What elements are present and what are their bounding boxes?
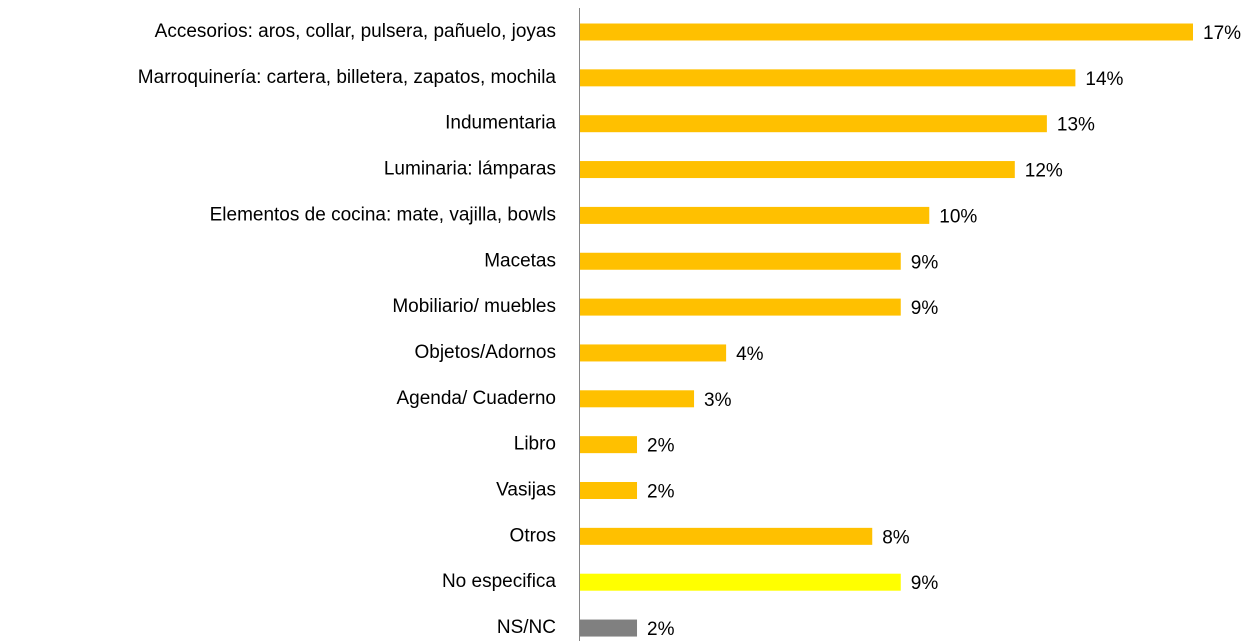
bar — [580, 252, 901, 270]
value-label: 8% — [882, 527, 910, 548]
category-label: Otros — [510, 525, 556, 546]
value-label: 2% — [647, 619, 675, 640]
value-label: 12% — [1025, 161, 1063, 182]
value-label: 13% — [1057, 115, 1095, 136]
value-label: 9% — [911, 298, 939, 319]
category-label: Luminaria: lámparas — [384, 159, 556, 180]
value-label: 2% — [647, 436, 675, 457]
bar — [580, 573, 901, 591]
bar — [580, 527, 873, 545]
bar — [580, 298, 901, 316]
bar — [580, 619, 638, 637]
value-label: 10% — [939, 206, 977, 227]
bar — [580, 23, 1193, 41]
category-label: Agenda/ Cuaderno — [396, 388, 556, 409]
bar — [580, 206, 930, 224]
category-label: Vasijas — [496, 480, 556, 501]
value-label: 2% — [647, 482, 675, 503]
category-label: Indumentaria — [445, 113, 556, 134]
category-label: Macetas — [484, 250, 556, 271]
category-label: Mobiliario/ muebles — [392, 296, 556, 317]
value-label: 17% — [1203, 23, 1241, 44]
bar — [580, 482, 638, 499]
value-label: 9% — [911, 252, 939, 273]
value-label: 14% — [1085, 69, 1123, 90]
value-label: 4% — [736, 344, 764, 365]
bar — [580, 390, 695, 408]
bar — [580, 161, 1015, 179]
category-label: Objetos/Adornos — [414, 342, 556, 363]
value-label: 9% — [911, 573, 939, 594]
category-label: Accesorios: aros, collar, pulsera, pañue… — [155, 21, 556, 42]
bar — [580, 115, 1047, 133]
bar — [580, 436, 638, 454]
category-label: Marroquinería: cartera, billetera, zapat… — [138, 67, 557, 88]
bar — [580, 69, 1076, 87]
category-label: NS/NC — [497, 617, 556, 638]
category-label: Elementos de cocina: mate, vajilla, bowl… — [210, 204, 556, 225]
category-label: No especifica — [442, 571, 556, 592]
category-label: Libro — [514, 434, 556, 455]
value-label: 3% — [704, 390, 732, 411]
bar — [580, 344, 727, 362]
